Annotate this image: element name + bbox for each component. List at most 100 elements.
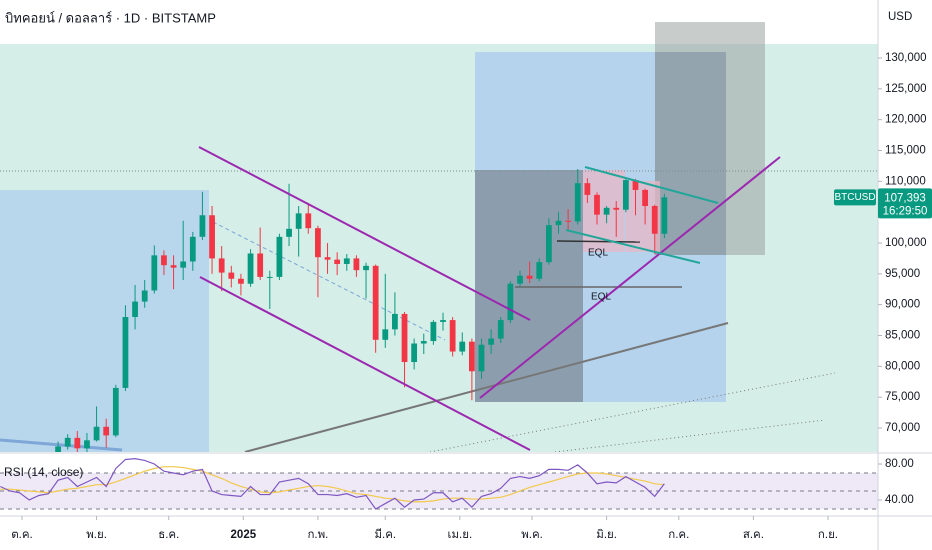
candle-body <box>238 278 244 284</box>
candle-body <box>228 272 235 279</box>
x-tick-label: ก.ย. <box>818 529 838 541</box>
y-tick-label: 120,000 <box>885 114 927 126</box>
overlay-drawings <box>198 146 781 451</box>
candle-body <box>632 180 639 190</box>
trend-line <box>479 156 781 399</box>
rsi-line <box>0 457 665 510</box>
candle-body <box>603 207 610 215</box>
candle-body <box>343 258 350 264</box>
currency-label: USD <box>888 11 912 23</box>
trend-line <box>0 438 123 452</box>
candle-body <box>372 265 379 340</box>
candle-body <box>497 320 504 339</box>
candle-body <box>584 183 591 195</box>
candle-body <box>526 275 533 279</box>
y-tick-label: 85,000 <box>885 330 920 342</box>
x-tick-label: พ.ย. <box>86 529 107 541</box>
x-tick-label: 2025 <box>231 529 257 541</box>
box <box>0 190 209 452</box>
axes: 70,000 75,000 80,000 85,000 90,000 95,000 100,… <box>11 52 932 541</box>
annotation: EQL <box>591 292 611 303</box>
candle-body <box>324 257 331 260</box>
last-price: 107,393 <box>884 192 926 204</box>
channel-line <box>198 146 531 321</box>
y-tick-label: 80,000 <box>885 360 920 372</box>
y-tick-label: 70,000 <box>885 422 920 434</box>
candle-body <box>209 215 215 259</box>
candle-body <box>420 341 427 344</box>
x-tick-label: พ.ค. <box>521 529 543 541</box>
candle-body <box>286 228 292 237</box>
candle-body <box>363 265 369 271</box>
candle-body <box>430 321 437 342</box>
candle-body <box>180 261 187 268</box>
rsi-tick-label: 40.00 <box>885 494 914 506</box>
y-tick-label: 100,000 <box>885 237 927 249</box>
candle-body <box>651 205 658 234</box>
candle-body <box>266 276 273 278</box>
candle-body <box>517 275 523 284</box>
flag-line <box>565 229 701 264</box>
candle-body <box>545 225 552 263</box>
rsi-ma-line <box>0 466 665 503</box>
candle-body <box>141 290 148 302</box>
y-tick-label: 75,000 <box>885 391 920 403</box>
box <box>475 170 583 402</box>
candle-body <box>613 207 620 210</box>
candle-body <box>276 236 283 277</box>
candle-body <box>334 259 341 264</box>
x-tick-label: มี.ค. <box>374 528 396 541</box>
chart-title: บิทคอยน์ / ดอลลาร์ · 1D · BITSTAMP <box>5 10 216 25</box>
candle-body <box>161 255 167 266</box>
price-label-bg <box>878 188 932 219</box>
flag-line <box>584 166 719 204</box>
y-tick-label: 125,000 <box>885 83 927 95</box>
candle-body <box>103 426 110 436</box>
channel-line <box>199 276 531 451</box>
mid-line <box>212 221 446 341</box>
candle-body <box>401 313 408 363</box>
candle-body <box>488 338 495 345</box>
x-tick-label: ก.พ. <box>307 529 328 541</box>
y-tick-label: 95,000 <box>885 268 920 280</box>
x-tick-label: ส.ค. <box>743 529 764 541</box>
candle-body <box>189 236 196 262</box>
y-tick-label: 110,000 <box>885 175 926 187</box>
drawings <box>0 22 878 452</box>
candle-body <box>199 215 206 237</box>
candle-body <box>84 440 90 449</box>
candle-body <box>574 183 581 222</box>
candle-body <box>74 437 81 449</box>
candle-body <box>93 426 100 441</box>
candle-body <box>661 197 668 234</box>
candle-body <box>305 213 312 229</box>
rsi-pane <box>0 457 878 510</box>
candle-body <box>247 253 254 284</box>
candle-body <box>565 220 572 222</box>
candle-body <box>622 180 629 210</box>
candle-body <box>536 262 543 279</box>
x-tick-label: ต.ค. <box>11 529 33 541</box>
x-tick-label: ธ.ค. <box>158 529 179 541</box>
x-tick-label: เม.ย. <box>448 529 473 541</box>
candle-body <box>353 258 360 271</box>
candle-body <box>642 189 648 206</box>
candle-body <box>411 343 418 363</box>
candle-body <box>459 341 466 352</box>
candle-body <box>122 316 129 388</box>
candle-body <box>151 255 158 291</box>
candle-body <box>257 253 264 277</box>
candle-body <box>170 265 177 268</box>
symbol-label-bg <box>834 189 876 206</box>
candle-body <box>440 320 446 322</box>
y-tick-label: 115,000 <box>885 145 926 157</box>
symbol-label: BTCUSD <box>834 192 875 203</box>
trend-line <box>429 372 836 452</box>
candle-body <box>594 194 600 215</box>
y-tick-label: 130,000 <box>885 52 927 64</box>
candle-body <box>507 283 514 321</box>
candle-body <box>64 437 71 447</box>
candle-body <box>132 301 138 317</box>
candle-body <box>55 446 61 452</box>
